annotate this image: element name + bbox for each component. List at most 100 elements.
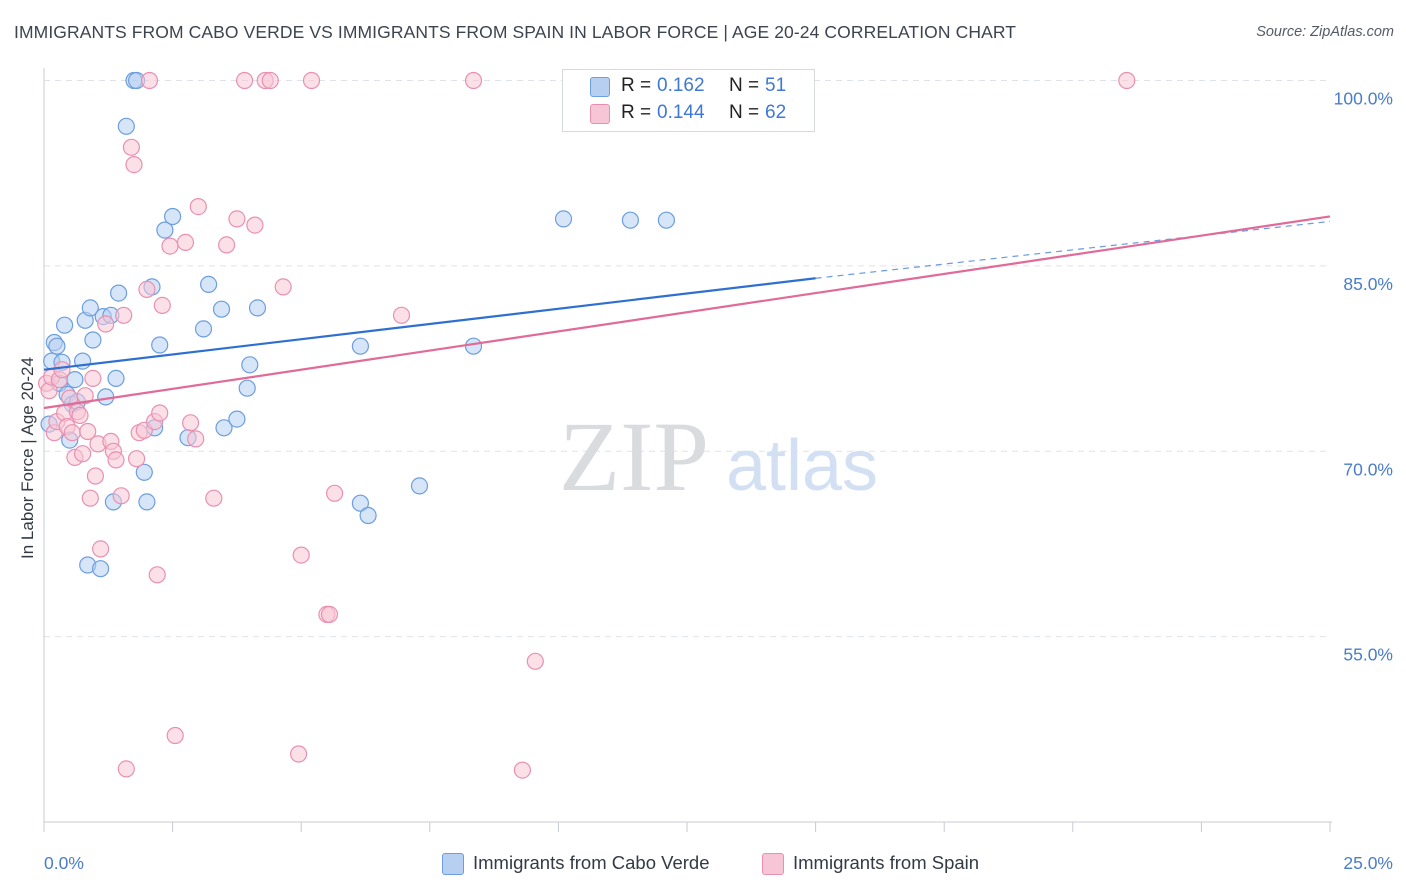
point-spain [81, 489, 99, 507]
point-spain [71, 406, 89, 424]
point-cabo-verde [241, 356, 259, 374]
legend-r-key: R = [621, 75, 652, 96]
point-spain [63, 424, 81, 442]
point-cabo-verde [248, 299, 267, 317]
trend-line-spain [43, 215, 1331, 410]
point-spain [236, 71, 254, 90]
tick-labels: 100.0% 85.0% 70.0% 55.0% 0.0% 25.0% [44, 89, 1393, 873]
point-spain [526, 652, 544, 670]
watermark: ZIP atlas [559, 401, 878, 512]
point-spain [97, 315, 115, 333]
point-cabo-verde [351, 337, 369, 355]
axes [43, 68, 1332, 832]
point-spain [205, 489, 223, 507]
point-cabo-verde [84, 331, 102, 349]
point-spain [115, 306, 133, 324]
point-spain [274, 278, 292, 296]
point-cabo-verde [238, 379, 256, 397]
trend-line-cabo-verde-extension [815, 220, 1331, 279]
point-spain [148, 566, 166, 584]
correlation-legend: R = 0.162 N = 51 R = 0.144 N = 62 [562, 69, 815, 132]
point-spain [91, 540, 110, 558]
point-cabo-verde [164, 207, 182, 226]
gridlines [44, 80, 1330, 638]
point-cabo-verde [410, 477, 429, 495]
point-cabo-verde [138, 493, 156, 511]
trend-lines [43, 215, 1331, 410]
watermark-zip: ZIP [559, 401, 709, 512]
point-cabo-verde [117, 117, 135, 135]
point-spain [153, 296, 171, 314]
point-spain [73, 445, 92, 463]
point-spain [513, 761, 532, 779]
point-spain [392, 306, 411, 324]
legend-swatch-blue [442, 853, 464, 875]
y-axis-label: In Labor Force | Age 20-24 [18, 357, 37, 559]
point-cabo-verde [621, 211, 640, 229]
point-spain [246, 216, 264, 234]
point-spain [112, 487, 130, 505]
chart-title: IMMIGRANTS FROM CABO VERDE VS IMMIGRANTS… [14, 22, 1017, 42]
point-spain [326, 484, 344, 502]
point-spain [182, 414, 200, 432]
point-cabo-verde [554, 210, 573, 228]
point-cabo-verde [107, 369, 125, 387]
y-tick-label: 100.0% [1334, 89, 1393, 109]
point-cabo-verde [215, 419, 233, 437]
point-spain [290, 745, 308, 763]
legend-swatch-blue [590, 77, 610, 97]
y-tick-label: 55.0% [1343, 645, 1393, 665]
point-spain [125, 156, 143, 174]
scatter-points [37, 71, 1136, 779]
point-cabo-verde [55, 316, 74, 334]
point-cabo-verde [156, 221, 174, 239]
point-cabo-verde [151, 336, 169, 354]
legend-n-key: N = [729, 102, 760, 123]
point-spain [107, 451, 125, 469]
point-cabo-verde [351, 494, 369, 512]
legend-label: Immigrants from Cabo Verde [473, 852, 710, 873]
y-tick-label: 70.0% [1343, 459, 1393, 479]
legend-row-spain: R = 0.144 N = 62 [563, 100, 814, 126]
point-spain [1118, 71, 1136, 90]
point-spain [117, 760, 135, 778]
legend-row-cabo-verde: R = 0.162 N = 51 [563, 73, 814, 99]
point-spain [320, 605, 339, 624]
point-spain [187, 430, 205, 448]
point-spain [302, 71, 321, 90]
legend-n-value: 51 [765, 75, 787, 96]
point-cabo-verde [194, 320, 213, 338]
point-spain [86, 467, 105, 485]
point-spain [176, 233, 195, 251]
point-cabo-verde [228, 410, 246, 428]
legend-r-key: R = [621, 102, 652, 123]
point-cabo-verde [135, 463, 153, 481]
point-spain [292, 546, 310, 564]
point-cabo-verde [81, 299, 99, 317]
point-cabo-verde [464, 337, 483, 355]
source-label: Source: ZipAtlas.com [1256, 24, 1394, 40]
point-spain [84, 369, 102, 387]
legend-swatch-pink [590, 104, 610, 124]
point-cabo-verde [212, 300, 231, 318]
point-spain [166, 726, 184, 745]
point-spain [128, 450, 146, 468]
point-spain [140, 71, 159, 90]
legend-swatch-pink [762, 853, 784, 875]
point-spain [189, 198, 207, 216]
legend-n-value: 62 [765, 102, 787, 123]
x-tick-label: 0.0% [44, 853, 84, 873]
point-spain [464, 71, 483, 90]
series-legend: Immigrants from Cabo Verde Immigrants fr… [0, 851, 1406, 877]
point-spain [228, 210, 246, 228]
point-cabo-verde [657, 211, 676, 229]
x-tick-label: 25.0% [1343, 853, 1393, 873]
point-spain [218, 236, 236, 254]
legend-r-value: 0.144 [657, 102, 705, 123]
point-cabo-verde [359, 506, 377, 525]
point-cabo-verde [91, 560, 110, 578]
legend-r-value: 0.162 [657, 75, 705, 96]
point-spain [79, 422, 97, 441]
point-spain [53, 361, 71, 379]
